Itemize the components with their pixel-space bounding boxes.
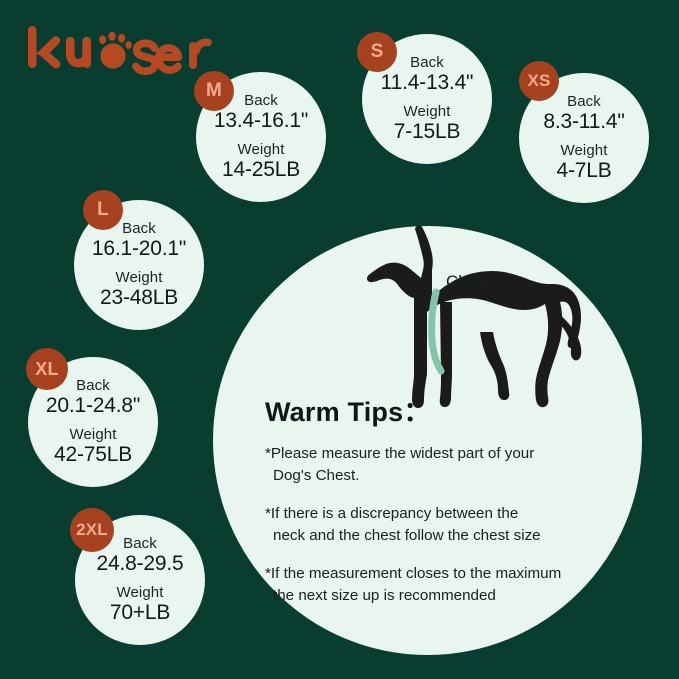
back-value: 16.1-20.1" [91,236,187,260]
dog-silhouette-icon [352,224,587,419]
back-label: Back [123,534,157,552]
weight-label: Weight [115,268,163,286]
size-code: XS [527,71,551,90]
weight-value: 7-15LB [393,119,461,143]
size-code: M [205,80,223,101]
back-value: 13.4-16.1" [213,108,309,132]
back-label: Back [122,219,156,237]
weight-label: Weight [69,425,117,443]
back-label: Back [76,376,110,394]
weight-label: Weight [403,102,451,120]
weight-value: 14-25LB [222,157,300,181]
weight-value: 4-7LB [556,158,612,182]
tip-line: *If there is a discrepancy between the [265,505,519,523]
warm-tips-heading: Warm Tips： [265,397,431,427]
warm-tips-item: *If the measurement closes to the maximu… [265,563,615,606]
size-code: 2XL [76,520,108,539]
size-badge-m[interactable]: M [194,71,234,111]
tip-line: neck and the chest follow the chest size [273,526,541,544]
size-badge-xl[interactable]: XL [26,348,68,390]
size-badge-xs[interactable]: XS [519,61,559,101]
size-code: S [370,41,384,62]
brand-logo [26,24,226,78]
tip-line: Dog's Chest. [273,466,360,484]
tip-line: the next size up is recommended [273,586,496,604]
size-code: L [97,199,109,220]
back-value: 24.8-29.5 [96,551,184,575]
warm-tips-item: *Please measure the widest part of your … [265,443,615,486]
warm-tips-item: *If there is a discrepancy between the n… [265,503,615,546]
size-badge-s[interactable]: S [357,32,397,72]
weight-label: Weight [116,583,164,601]
size-badge-l[interactable]: L [83,190,123,230]
back-value: 20.1-24.8" [45,393,141,417]
warm-tips-block: Warm Tips： *Please measure the widest pa… [265,390,615,606]
weight-value: 23-48LB [100,285,178,309]
measuring-tape-icon [428,288,445,375]
back-label: Back [567,92,601,110]
size-badge-2xl[interactable]: 2XL [70,508,114,552]
back-label: Back [410,53,444,71]
size-code: XL [35,358,59,379]
size-bubble-m[interactable]: Back 13.4-16.1" Weight 14-25LB [196,72,326,202]
weight-label: Weight [560,141,608,159]
back-value: 8.3-11.4" [543,109,625,133]
weight-value: 70+LB [109,600,171,624]
back-value: 11.4-13.4" [380,70,474,94]
tip-line: *If the measurement closes to the maximu… [265,565,562,583]
weight-label: Weight [237,140,285,158]
back-label: Back [244,91,278,109]
tip-line: *Please measure the widest part of your [265,445,535,462]
chest-label: Chest [446,272,491,291]
weight-value: 42-75LB [54,442,132,466]
